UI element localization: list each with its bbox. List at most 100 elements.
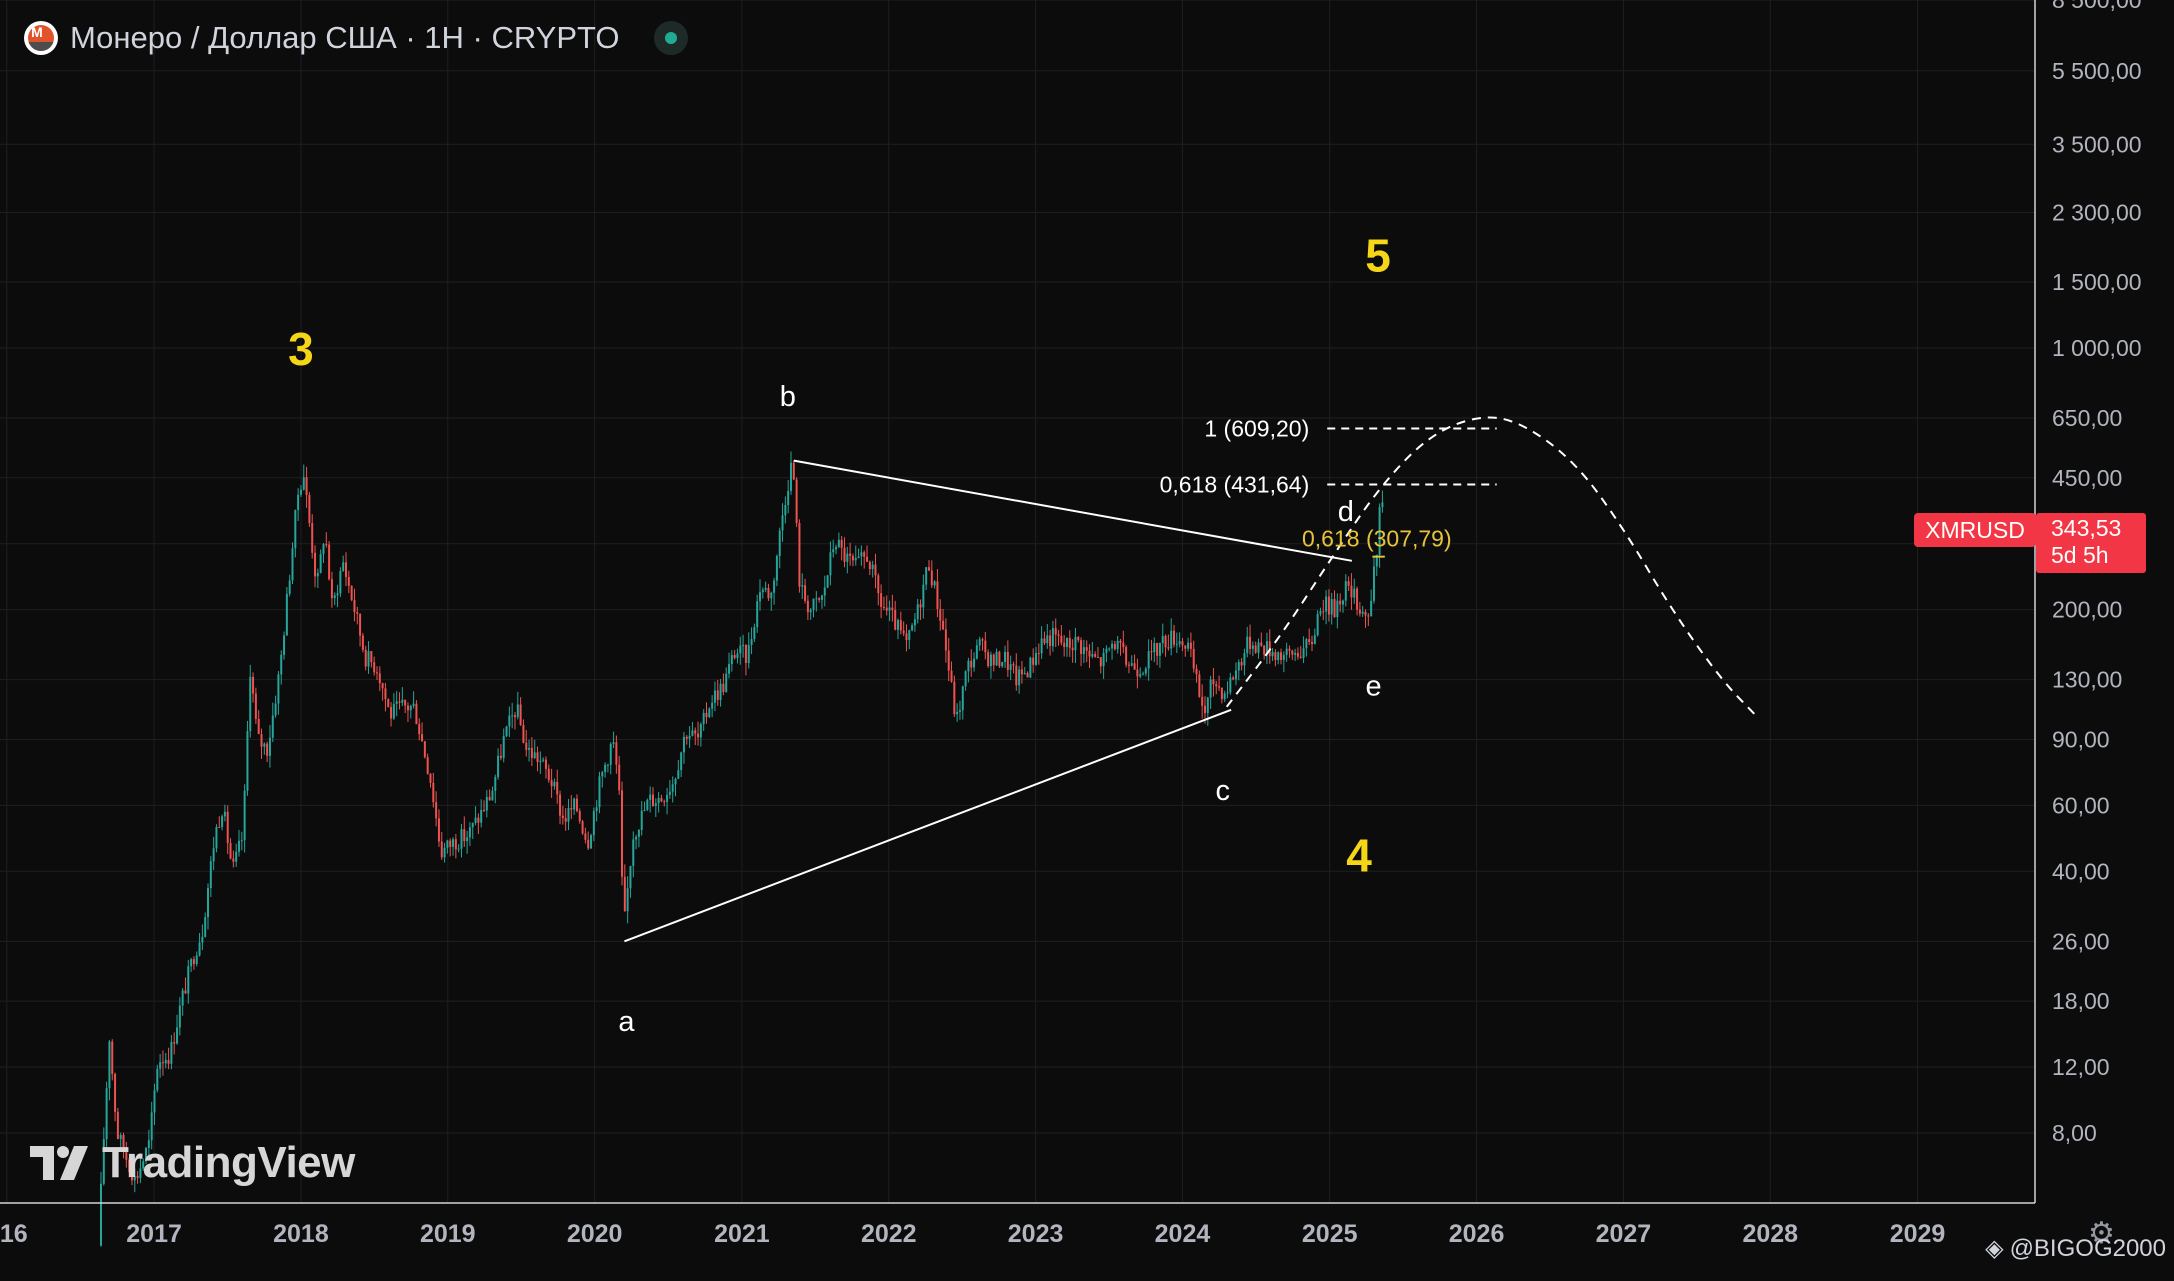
candle [1082,639,1085,664]
candle [384,683,387,712]
candle-body [1361,611,1364,614]
candle-body [1150,651,1153,653]
candle-body [1023,673,1026,675]
candle [933,580,936,589]
candle-body [99,1183,102,1246]
candle [483,800,486,813]
candle [942,608,945,631]
candle [1029,656,1032,679]
candle-body [888,607,891,611]
candle [226,805,229,855]
candle-body [283,635,286,655]
candle-body [232,858,235,862]
candle-body [564,818,567,822]
subwave-label: d [1338,496,1354,528]
candle [1108,647,1111,652]
candle-body [345,562,348,578]
candle [1001,661,1004,669]
candle-body [263,743,266,747]
candle [598,771,601,814]
candle-body [1327,596,1330,615]
candle [584,827,587,844]
time-tick-label: 2018 [273,1220,329,1248]
candle [494,774,497,804]
candle-body [1378,507,1381,555]
candle [1263,644,1266,660]
candle [866,545,869,563]
fib-level-label: 0,618 (431,64) [1160,472,1310,498]
candle-body [342,562,345,571]
candle [618,755,621,795]
candle-body [584,833,587,840]
candle-body [1370,600,1373,617]
candle-body [1280,652,1283,660]
candle-body [882,606,885,608]
candle-body [654,803,657,806]
candle [604,762,607,778]
candle [367,641,370,674]
candle-body [1130,663,1133,666]
candle [145,1146,148,1165]
candle-body [237,840,240,852]
candle [908,629,911,650]
candle [1336,593,1339,629]
candle [1189,632,1192,658]
candle-body [640,810,643,831]
candle [404,699,407,714]
candle [480,799,483,828]
last-price-label[interactable]: XMRUSD 343,53 5d 5h [1914,513,2146,573]
candle [1246,626,1249,658]
subwave-label: c [1215,775,1230,807]
candle-body [1139,674,1142,677]
candle [792,460,795,481]
price-axis[interactable]: 8 500,00 5 500,00 3 500,00 2 300,00 1 500,00… [2052,0,2142,1146]
candle [474,806,477,826]
time-tick-label: 2029 [1890,1220,1946,1248]
time-tick-label: 2023 [1008,1220,1064,1248]
candle [1178,632,1181,648]
time-axis[interactable]: 016 2017 2018 2019 2020 2021 2022 2023 2024 2025 2… [0,1220,1945,1248]
candle [1311,635,1314,652]
market-status-icon[interactable] [653,21,688,55]
candle [147,1129,150,1160]
candle-body [626,888,629,912]
candle [1277,651,1280,665]
candle [477,813,480,834]
candle-body [1178,641,1181,645]
price-tick-label: 1 500,00 [2052,269,2142,295]
candle [429,773,432,788]
candle [1144,666,1147,677]
candle [190,957,193,973]
candle-body [128,1159,131,1173]
candle [682,731,685,764]
candle [806,595,809,621]
candle-body [499,755,502,758]
candle [102,1127,105,1186]
candle [392,693,395,720]
candle [353,588,356,622]
candle [302,464,305,491]
symbol-title[interactable]: Монеро / Доллар США · 1H · CRYPTO [70,20,620,55]
candle-body [908,630,911,641]
candle [747,632,750,669]
candle-body [463,829,466,842]
subwave-label: b [780,381,796,413]
candle-body [1074,636,1077,651]
candle [1057,629,1060,646]
symbol-header[interactable]: M Монеро / Доллар США · 1H · CRYPTO [24,16,688,60]
candle [930,560,933,588]
candle [1054,618,1057,648]
candle-body [744,645,747,663]
candle-body [1119,640,1122,643]
candle [1102,647,1105,679]
candle-body [806,600,809,613]
candle [1229,672,1232,695]
candle-body [1006,651,1009,670]
candle-body [240,840,243,842]
settings-gear-icon[interactable]: ⚙ [2088,1217,2115,1250]
candle-body [984,640,987,653]
candle [609,742,612,775]
candle [1299,645,1302,659]
